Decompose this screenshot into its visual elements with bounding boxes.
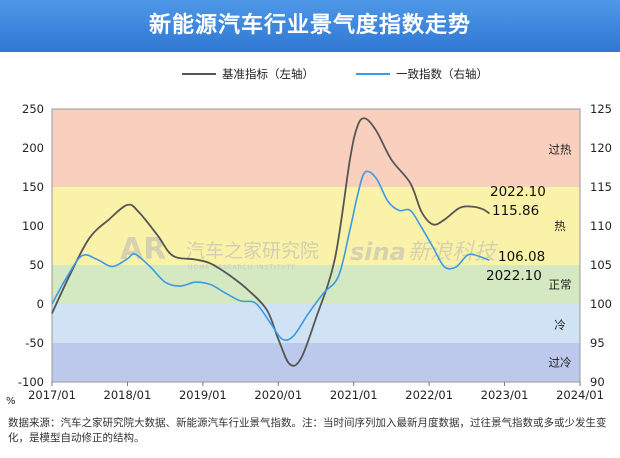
- right-tick-label: 125: [590, 102, 612, 116]
- left-tick-label: -50: [25, 336, 44, 350]
- watermark-autohome-sub: HOME RESEARCH INSTITUTE: [188, 264, 296, 271]
- zone-label: 冷: [554, 318, 566, 332]
- zone-band-0: [52, 109, 580, 187]
- zone-label: 正常: [549, 278, 572, 292]
- zone-label: 过热: [549, 143, 572, 157]
- left-tick-label: 50: [29, 258, 44, 272]
- annotation-benchmark-date: 2022.10: [490, 184, 546, 200]
- right-tick-label: 120: [590, 141, 612, 155]
- left-tick-label: 0: [37, 297, 44, 311]
- x-tick-label: 2023/01: [481, 388, 529, 402]
- y-unit-label: %: [6, 396, 16, 407]
- title-bar: 新能源汽车行业景气度指数走势: [0, 0, 620, 52]
- watermark-autohome: 汽车之家研究院: [186, 240, 319, 262]
- x-tick-label: 2024/01: [556, 388, 604, 402]
- watermark-sina-tech: 新浪科技: [408, 240, 499, 265]
- zone-label: 过冷: [549, 356, 572, 370]
- zone-band-1: [52, 187, 580, 265]
- annotation-coincident-value: 106.08: [498, 249, 545, 265]
- legend-label-1: 一致指数（右轴）: [396, 67, 488, 81]
- zone-band-3: [52, 304, 580, 343]
- footnote: 数据来源：汽车之家研究院大数据、新能源汽车行业景气指数。注：当时间序列加入最新月…: [8, 417, 607, 444]
- page-title: 新能源汽车行业景气度指数走势: [148, 13, 471, 38]
- annotation-coincident-date: 2022.10: [486, 268, 542, 284]
- right-tick-label: 90: [590, 375, 605, 389]
- right-tick-label: 110: [590, 219, 612, 233]
- right-tick-label: 115: [590, 180, 612, 194]
- x-tick-label: 2018/01: [104, 388, 152, 402]
- left-tick-label: 200: [22, 141, 44, 155]
- right-tick-label: 95: [590, 336, 605, 350]
- x-tick-label: 2021/01: [330, 388, 378, 402]
- series-line-benchmark: [51, 117, 490, 367]
- legend-label-0: 基准指标（左轴）: [222, 67, 314, 81]
- chart-area: AR 汽车之家研究院 HOME RESEARCH INSTITUTE sina 新浪科技…: [0, 52, 620, 412]
- left-tick-label: 250: [22, 102, 44, 116]
- zone-label: 热: [554, 219, 566, 233]
- right-tick-label: 105: [590, 258, 612, 272]
- x-tick-label: 2022/01: [405, 388, 453, 402]
- series-line-coincident: [51, 170, 490, 341]
- x-tick-label: 2019/01: [179, 388, 227, 402]
- left-tick-label: 150: [22, 180, 44, 194]
- watermark-logo-sina: sina: [350, 238, 406, 266]
- right-tick-label: 100: [590, 297, 612, 311]
- x-tick-label: 2017/01: [28, 388, 76, 402]
- zone-band-4: [52, 343, 580, 382]
- x-tick-label: 2020/01: [254, 388, 302, 402]
- zone-band-2: [52, 265, 580, 304]
- left-tick-label: -100: [18, 375, 44, 389]
- plot-border: [51, 108, 581, 383]
- left-tick-label: 100: [22, 219, 44, 233]
- annotation-benchmark-value: 115.86: [492, 203, 539, 219]
